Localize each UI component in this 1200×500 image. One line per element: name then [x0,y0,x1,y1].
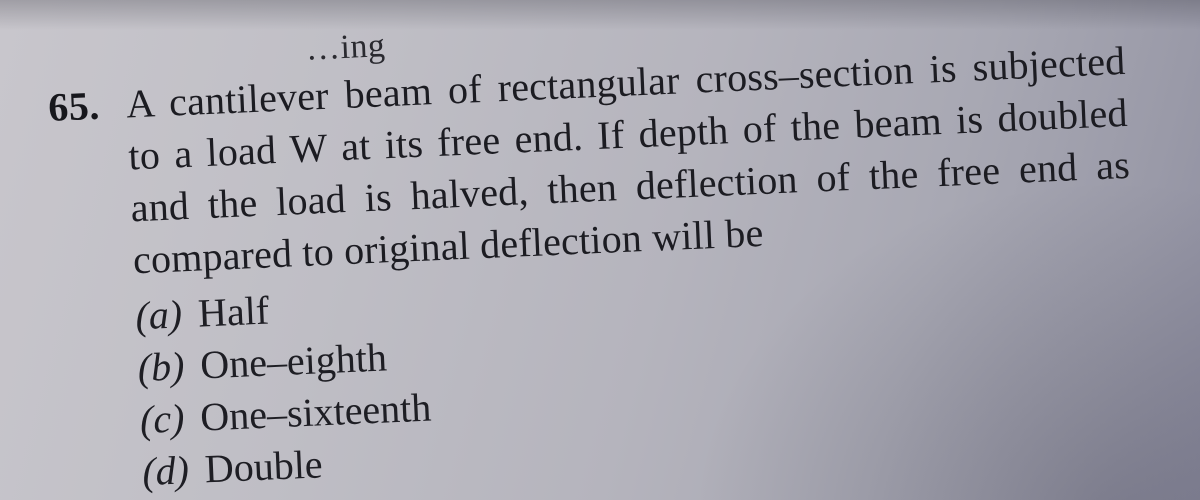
option-text: Half [197,288,270,336]
page-scan: …ing 65. A cantilever beam of rectangula… [0,0,1200,500]
option-label: (a) [134,291,183,338]
option-label: (d) [141,447,190,494]
option-label: (b) [137,343,186,390]
option-label: (c) [139,395,185,442]
question-block: 65. A cantilever beam of rectangular cro… [47,33,1170,289]
question-number: 65. [47,81,127,131]
option-text: One–sixteenth [199,385,432,440]
options-list: (a) Half (b) One–eighth (c) One–sixteent… [134,245,1179,498]
question-stem: A cantilever beam of rectangular cross–s… [125,35,1133,286]
option-text: Double [204,441,324,491]
option-text: One–eighth [199,334,387,387]
